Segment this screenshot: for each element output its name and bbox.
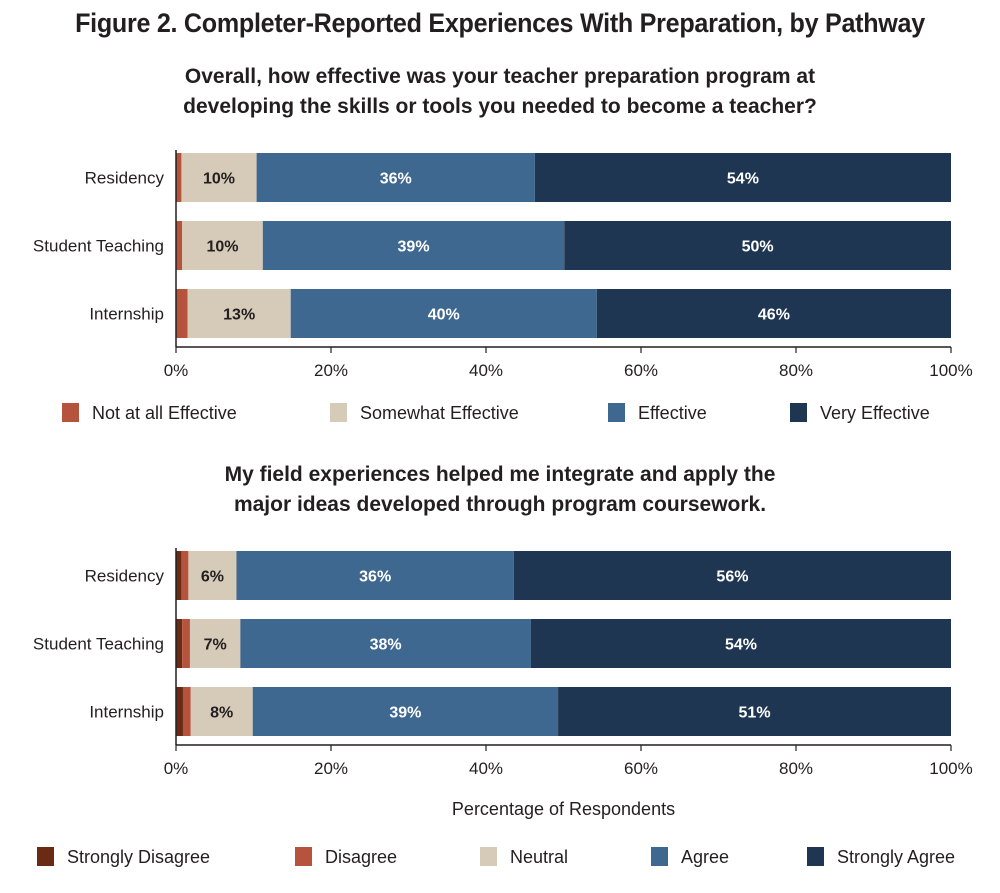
chart-1-category-label: Student Teaching — [33, 237, 164, 256]
chart-2-data-label: 38% — [370, 637, 402, 654]
chart-2-legend-swatch — [295, 847, 312, 866]
chart-2-bar-segment — [176, 619, 183, 668]
chart-1-legend-label: Very Effective — [820, 403, 930, 423]
chart-1-data-label: 54% — [727, 171, 759, 188]
chart-2-data-label: 39% — [389, 705, 421, 722]
chart-2-data-label: 7% — [204, 637, 227, 654]
chart-2-legend-swatch — [651, 847, 668, 866]
chart-2-bar-segment — [236, 551, 514, 600]
chart-2-legend-label: Strongly Agree — [837, 847, 955, 867]
chart-1-data-label: 50% — [742, 239, 774, 256]
chart-1-bar-segment — [176, 289, 188, 338]
chart-1-title-line-1: Overall, how effective was your teacher … — [184, 65, 816, 88]
chart-1-legend-label: Effective — [638, 403, 707, 423]
chart-1-data-label: 36% — [380, 171, 412, 188]
chart-1-legend-label: Somewhat Effective — [360, 403, 519, 423]
chart-1-legend-swatch — [62, 403, 79, 422]
chart-1-title: Overall, how effective was your teacher … — [100, 62, 900, 122]
chart-1-bar-segment — [262, 221, 565, 270]
chart-2-data-label: 6% — [201, 569, 224, 586]
chart-1-x-tick-label: 20% — [314, 361, 348, 380]
chart-1-x-tick-label: 80% — [779, 361, 813, 380]
chart-2-x-tick-label: 0% — [164, 759, 189, 778]
chart-1-data-label: 39% — [398, 239, 430, 256]
chart-1-bar-segment — [534, 153, 951, 202]
chart-1-legend-swatch — [790, 403, 807, 422]
figure-title: Figure 2. Completer-Reported Experiences… — [75, 8, 925, 38]
chart-2-x-tick-label: 40% — [469, 759, 503, 778]
chart-2-x-tick-label: 80% — [779, 759, 813, 778]
chart-2-data-label: 36% — [359, 569, 391, 586]
chart-2-bar-segment — [530, 619, 951, 668]
chart-2-bar-segment — [513, 551, 951, 600]
chart-2-bar-segment — [558, 687, 951, 736]
chart-2-legend-swatch — [807, 847, 824, 866]
chart-1-title-line-2: developing the skills or tools you neede… — [183, 95, 817, 118]
chart-2-legend-swatch — [480, 847, 497, 866]
chart-2-title: My field experiences helped me integrate… — [100, 460, 900, 520]
chart-1-category-label: Residency — [85, 169, 165, 188]
chart-1-bar-segment — [290, 289, 597, 338]
chart-2-legend-label: Disagree — [325, 847, 397, 867]
chart-2-bar-segment — [182, 687, 191, 736]
chart-2-bar-segment — [176, 551, 182, 600]
chart-2-legend-label: Neutral — [510, 847, 568, 867]
chart-2-x-tick-label: 100% — [929, 759, 972, 778]
chart-1-legend-swatch — [330, 403, 347, 422]
chart-1-bar-segment — [176, 153, 182, 202]
chart-2-data-label: 51% — [739, 705, 771, 722]
chart-1-x-tick-label: 0% — [164, 361, 189, 380]
chart-1-data-label: 10% — [203, 171, 235, 188]
chart-2-bar-segment — [240, 619, 531, 668]
chart-2-x-tick-label: 60% — [624, 759, 658, 778]
chart-1-bar-segment — [176, 221, 183, 270]
chart-1-x-tick-label: 60% — [624, 361, 658, 380]
chart-2-category-label: Student Teaching — [33, 635, 164, 654]
chart-1-bar-segment — [182, 221, 263, 270]
chart-2-legend-label: Strongly Disagree — [67, 847, 210, 867]
chart-2-title-line-1: My field experiences helped me integrate… — [224, 463, 776, 486]
chart-2-title-line-2: major ideas developed through program co… — [233, 493, 767, 516]
chart-2-legend-label: Agree — [681, 847, 729, 867]
chart-2-category-label: Residency — [85, 567, 165, 586]
chart-2-x-axis-title: Percentage of Respondents — [452, 799, 675, 819]
chart-2-data-label: 54% — [725, 637, 757, 654]
chart-2-data-label: 8% — [210, 705, 233, 722]
chart-1-category-label: Internship — [89, 305, 164, 324]
chart-2-bar-segment — [182, 619, 190, 668]
chart-2-bar-segment — [188, 551, 237, 600]
chart-2-data-label: 56% — [716, 569, 748, 586]
chart-2-bar-segment — [181, 551, 189, 600]
chart-2-bar-segment — [252, 687, 559, 736]
chart-1-bar-segment — [187, 289, 291, 338]
chart-1-x-tick-label: 100% — [929, 361, 972, 380]
chart-1-data-label: 10% — [206, 239, 238, 256]
chart-1-bar-segment — [564, 221, 951, 270]
chart-1-legend-label: Not at all Effective — [92, 403, 237, 423]
chart-2-bar-segment — [176, 687, 183, 736]
chart-1-bar-segment — [256, 153, 535, 202]
chart-1-legend-swatch — [608, 403, 625, 422]
chart-1-data-label: 46% — [758, 307, 790, 324]
chart-1-x-tick-label: 40% — [469, 361, 503, 380]
chart-2-category-label: Internship — [89, 703, 164, 722]
chart-2-legend-swatch — [37, 847, 54, 866]
chart-1-data-label: 13% — [223, 307, 255, 324]
chart-2-bar-segment — [190, 687, 253, 736]
chart-1-bar-segment — [181, 153, 257, 202]
chart-2-x-tick-label: 20% — [314, 759, 348, 778]
chart-2-bar-segment — [189, 619, 241, 668]
chart-1-bar-segment — [596, 289, 951, 338]
chart-1-data-label: 40% — [428, 307, 460, 324]
